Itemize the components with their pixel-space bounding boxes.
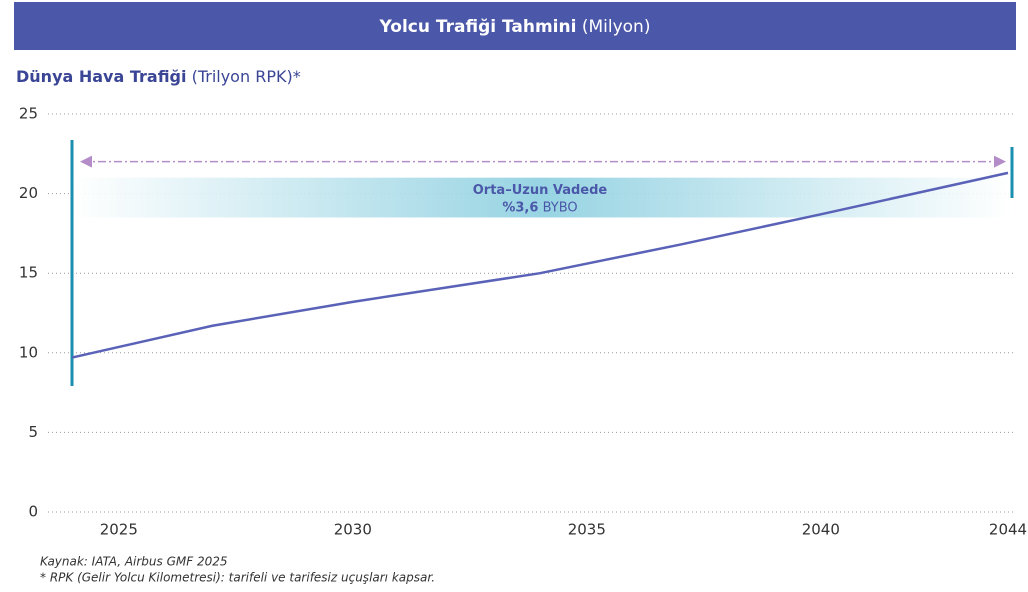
annotation-rate: %3,6 BYBO — [502, 200, 577, 215]
subtitle: Dünya Hava Trafiği (Trilyon RPK)* — [16, 67, 301, 86]
x-tick-label: 2035 — [568, 521, 606, 539]
annotation: Orta–Uzun Vadede — [473, 183, 608, 198]
title-main: Yolcu Trafiği Tahmini — [379, 17, 577, 37]
y-tick-label: 5 — [28, 423, 38, 441]
y-tick-label: 20 — [19, 184, 38, 202]
growth-band — [72, 177, 1012, 218]
arrow-head-left — [80, 155, 92, 168]
y-tick-label: 15 — [19, 264, 38, 282]
y-tick-label: 0 — [28, 503, 38, 521]
traffic-line — [71, 171, 1009, 359]
subtitle-main: Dünya Hava Trafiği — [16, 67, 186, 86]
x-tick-label: 2025 — [100, 521, 138, 539]
y-tick-label: 10 — [19, 343, 38, 361]
title-unit: (Milyon) — [582, 17, 651, 37]
header-band — [14, 2, 1016, 50]
arrow-head-right — [994, 155, 1006, 168]
annotation-value: %3,6 — [502, 200, 538, 215]
subtitle-unit: (Trilyon RPK)* — [192, 67, 301, 86]
chart-title: Yolcu Trafiği Tahmini (Milyon) — [379, 17, 651, 37]
y-tick-label: 25 — [19, 105, 38, 123]
x-tick-label: 2030 — [334, 521, 372, 539]
footnote: * RPK (Gelir Yolcu Kilometresi): tarifel… — [40, 571, 435, 585]
x-tick-label: 2044 — [989, 521, 1027, 539]
source: Kaynak: IATA, Airbus GMF 2025 — [40, 555, 228, 569]
annotation-text: BYBO — [543, 200, 578, 215]
x-tick-label: 2040 — [802, 521, 840, 539]
